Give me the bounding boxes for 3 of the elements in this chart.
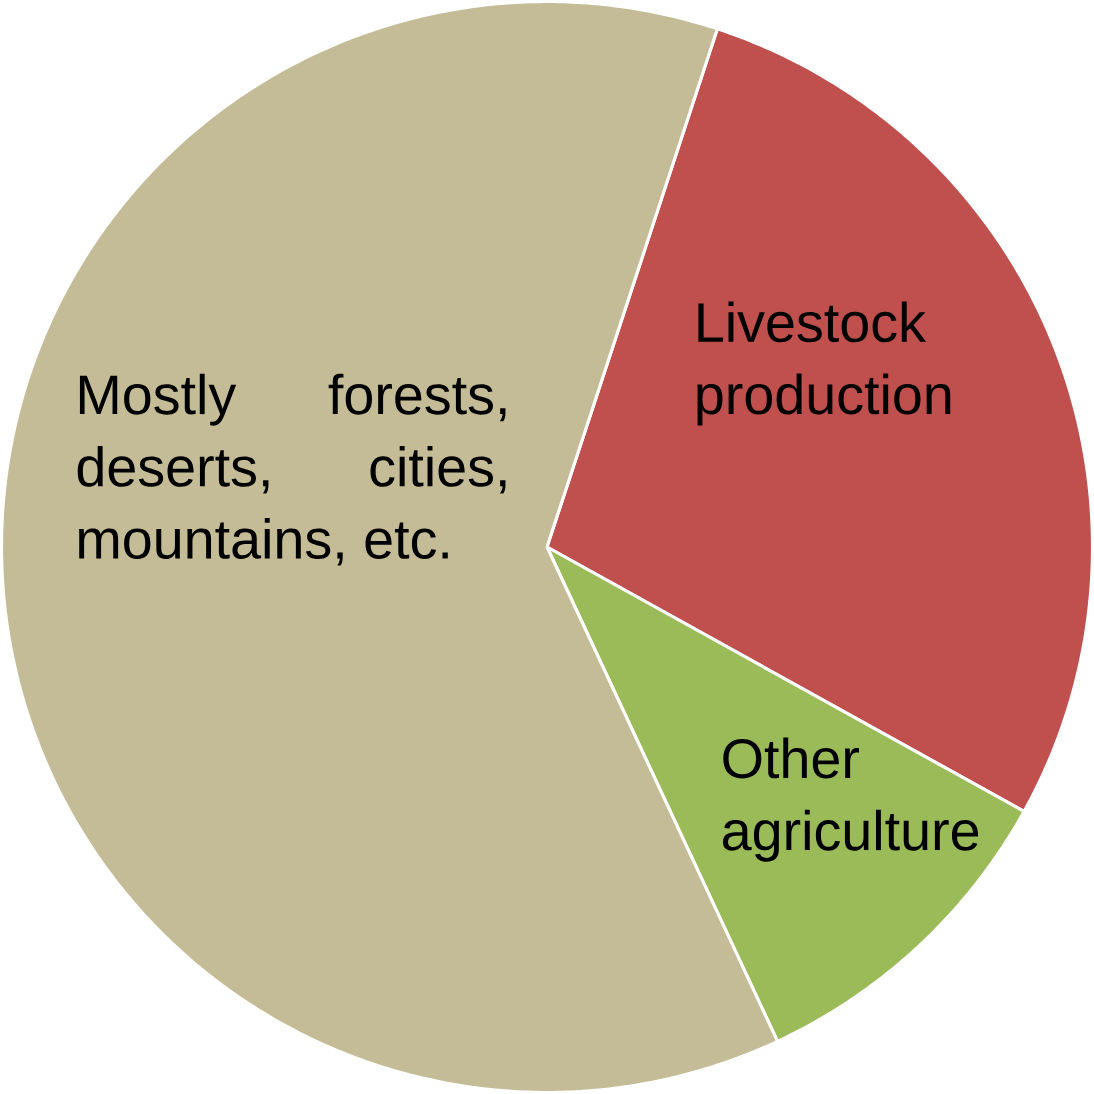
- slice-label: Livestock production: [697, 301, 951, 426]
- slice-label: Mostly forests, deserts, cities, mountains, etc.: [77, 373, 506, 566]
- slice-label: Other agriculture: [723, 737, 979, 862]
